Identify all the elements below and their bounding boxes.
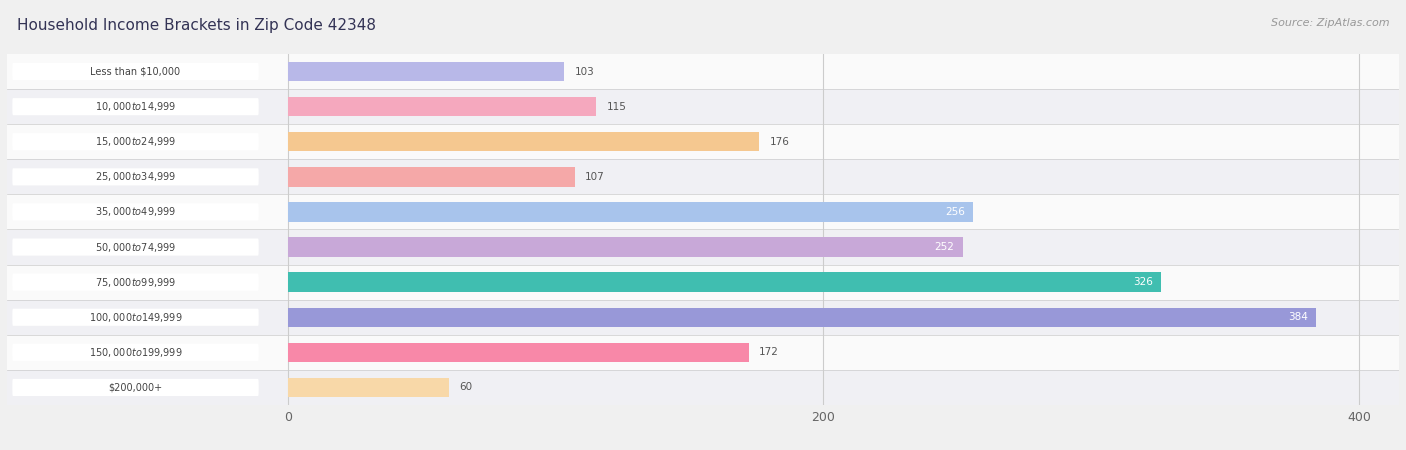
Bar <box>7 370 1399 405</box>
Bar <box>7 54 1399 89</box>
Bar <box>288 273 1161 292</box>
Bar <box>7 159 1399 194</box>
Bar <box>288 97 596 116</box>
FancyBboxPatch shape <box>13 203 259 220</box>
Text: 252: 252 <box>935 242 955 252</box>
Text: $50,000 to $74,999: $50,000 to $74,999 <box>96 241 176 253</box>
Bar <box>288 167 575 186</box>
Bar <box>288 238 963 256</box>
Bar <box>7 89 1399 124</box>
Text: $75,000 to $99,999: $75,000 to $99,999 <box>96 276 176 288</box>
Text: 256: 256 <box>945 207 966 217</box>
Bar <box>7 124 1399 159</box>
Text: $10,000 to $14,999: $10,000 to $14,999 <box>96 100 176 113</box>
FancyBboxPatch shape <box>13 344 259 361</box>
FancyBboxPatch shape <box>13 274 259 291</box>
Text: 326: 326 <box>1133 277 1153 287</box>
Bar <box>7 300 1399 335</box>
Text: 176: 176 <box>770 137 790 147</box>
Text: 115: 115 <box>606 102 627 112</box>
Bar <box>288 308 1316 327</box>
Text: Household Income Brackets in Zip Code 42348: Household Income Brackets in Zip Code 42… <box>17 18 375 33</box>
FancyBboxPatch shape <box>13 309 259 326</box>
FancyBboxPatch shape <box>13 133 259 150</box>
Bar <box>7 265 1399 300</box>
Text: $15,000 to $24,999: $15,000 to $24,999 <box>96 135 176 148</box>
FancyBboxPatch shape <box>13 238 259 256</box>
Bar <box>288 62 564 81</box>
Text: $35,000 to $49,999: $35,000 to $49,999 <box>96 206 176 218</box>
FancyBboxPatch shape <box>13 63 259 80</box>
Bar <box>7 194 1399 230</box>
Bar <box>288 202 973 221</box>
Bar <box>288 132 759 151</box>
Bar <box>288 378 449 397</box>
Text: 60: 60 <box>460 382 472 392</box>
Bar <box>7 335 1399 370</box>
Bar <box>7 230 1399 265</box>
Text: 107: 107 <box>585 172 605 182</box>
Text: 103: 103 <box>575 67 595 76</box>
Text: $25,000 to $34,999: $25,000 to $34,999 <box>96 171 176 183</box>
Text: 384: 384 <box>1288 312 1308 322</box>
Text: $200,000+: $200,000+ <box>108 382 163 392</box>
Text: Source: ZipAtlas.com: Source: ZipAtlas.com <box>1271 18 1389 28</box>
Text: 172: 172 <box>759 347 779 357</box>
Bar <box>288 343 748 362</box>
Text: Less than $10,000: Less than $10,000 <box>90 67 180 76</box>
FancyBboxPatch shape <box>13 98 259 115</box>
FancyBboxPatch shape <box>13 168 259 185</box>
Text: $100,000 to $149,999: $100,000 to $149,999 <box>89 311 183 324</box>
Text: $150,000 to $199,999: $150,000 to $199,999 <box>89 346 183 359</box>
FancyBboxPatch shape <box>13 379 259 396</box>
